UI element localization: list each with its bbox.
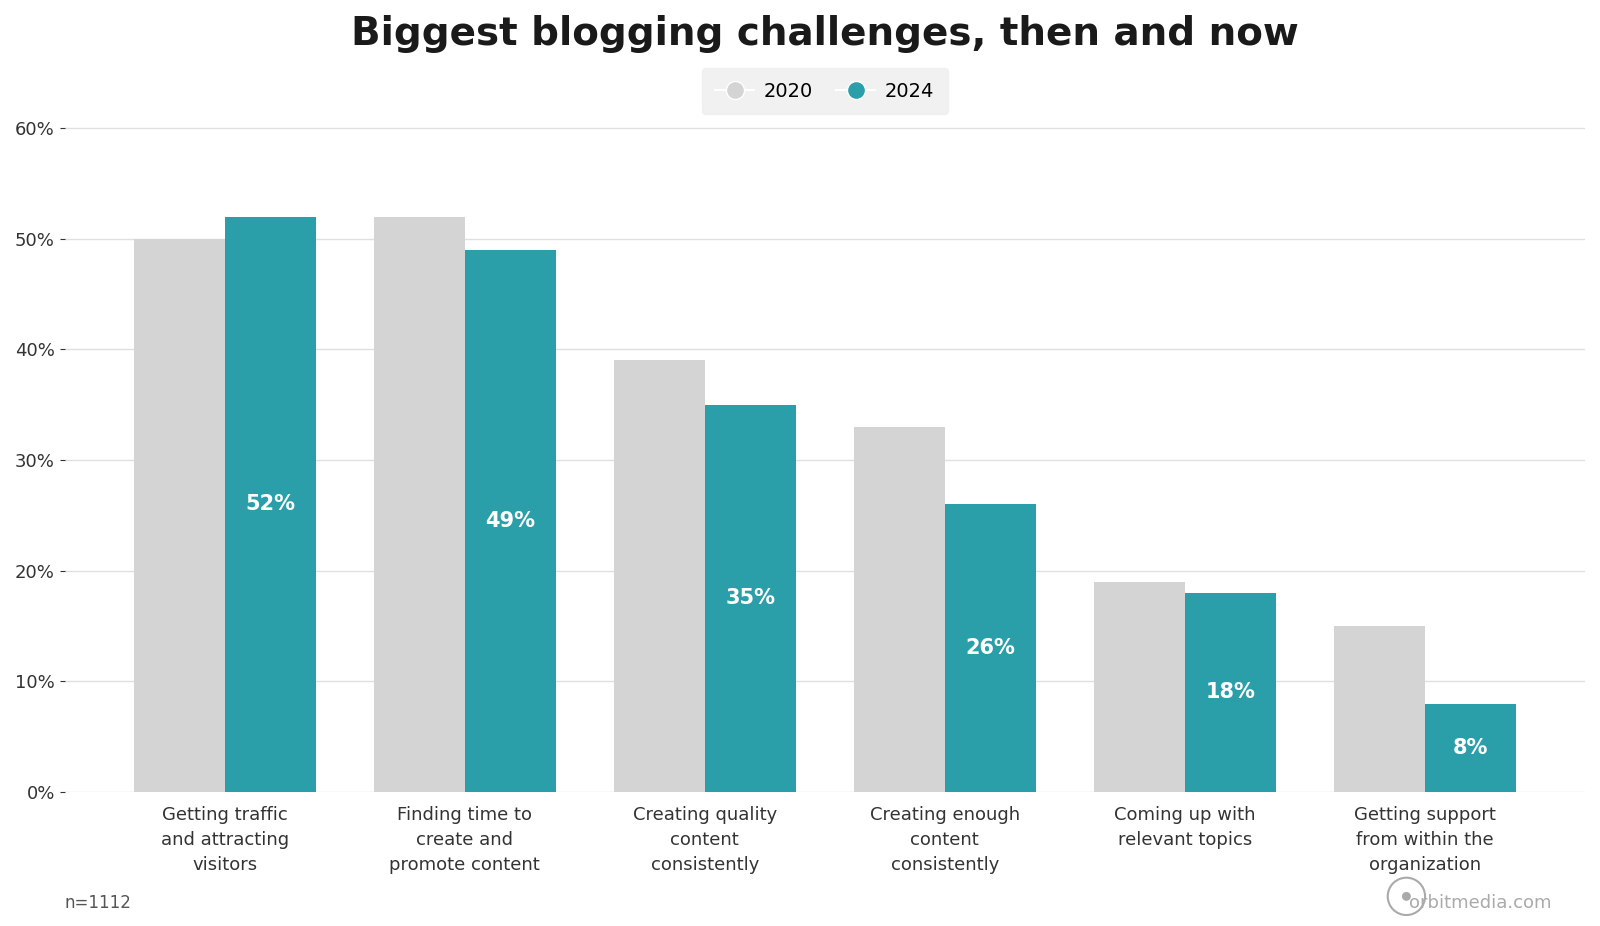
- Bar: [1424, 704, 1515, 792]
- Bar: [1093, 582, 1184, 792]
- Legend: 2020, 2024: 2020, 2024: [701, 69, 947, 114]
- Text: 18%: 18%: [1205, 682, 1256, 703]
- Circle shape: [1402, 892, 1411, 901]
- Text: 49%: 49%: [485, 511, 536, 531]
- Bar: [1333, 626, 1424, 792]
- Bar: [614, 360, 706, 792]
- Text: n=1112: n=1112: [64, 895, 131, 912]
- Bar: [1184, 593, 1275, 792]
- Text: 35%: 35%: [725, 588, 776, 608]
- Bar: [853, 427, 944, 792]
- Bar: [466, 250, 557, 792]
- Bar: [706, 405, 797, 792]
- Text: 52%: 52%: [245, 494, 296, 514]
- Text: 26%: 26%: [965, 638, 1016, 658]
- Bar: [944, 505, 1035, 792]
- Text: orbitmedia.com: orbitmedia.com: [1410, 895, 1552, 912]
- Title: Biggest blogging challenges, then and now: Biggest blogging challenges, then and no…: [350, 15, 1299, 53]
- Bar: [374, 217, 466, 792]
- Bar: [226, 217, 317, 792]
- Bar: [134, 239, 226, 792]
- Text: 8%: 8%: [1453, 738, 1488, 757]
